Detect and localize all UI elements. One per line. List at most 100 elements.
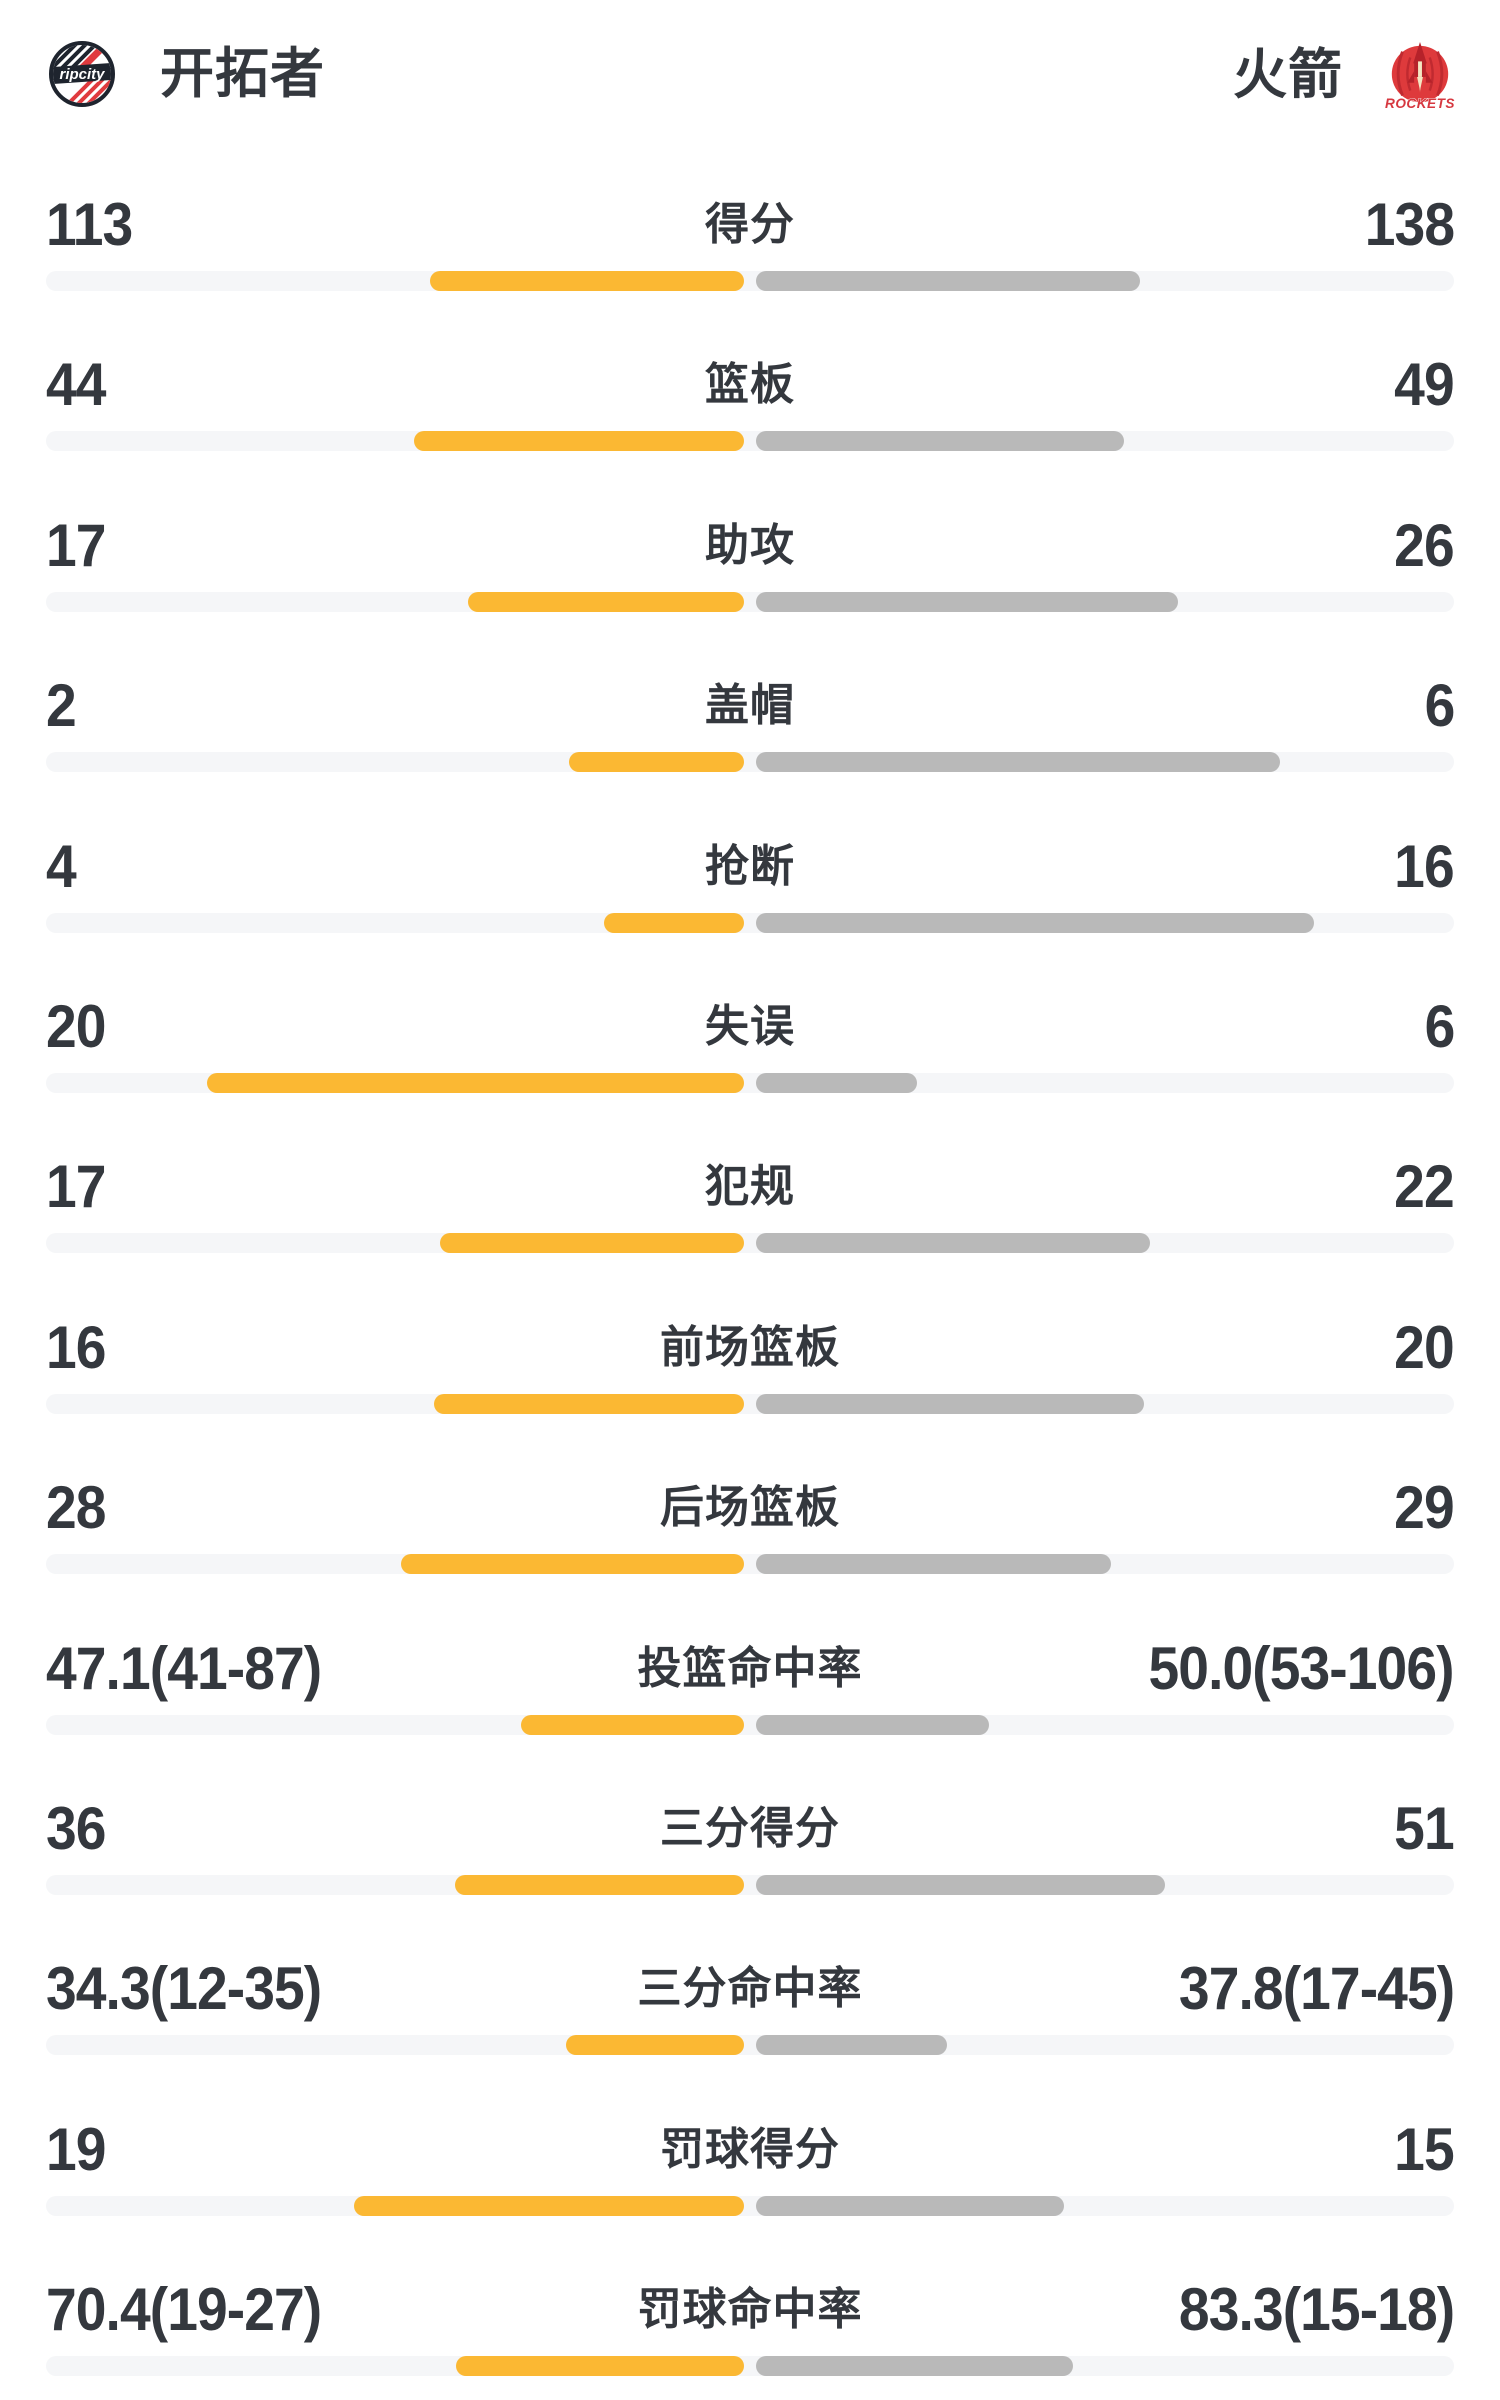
stat-bar-track	[46, 1554, 1454, 1575]
stat-row: 4 抢断 16	[46, 792, 1455, 952]
stat-bar-track	[46, 2035, 1454, 2056]
stat-bar-track	[46, 2356, 1454, 2377]
away-stat-bar	[756, 2035, 947, 2056]
stat-bar-track	[46, 271, 1454, 291]
home-stat-bar	[455, 1874, 744, 1895]
home-stat-value: 44	[46, 351, 106, 419]
stat-label: 盖帽	[705, 681, 795, 731]
stat-row: 20 失误 6	[46, 952, 1455, 1112]
away-stat-bar	[756, 1874, 1165, 1895]
away-stat-value: 26	[1394, 511, 1454, 579]
stat-bar-track	[46, 431, 1454, 452]
stat-row: 34.3(12-35) 三分命中率 37.8(17-45)	[46, 1914, 1455, 2074]
stat-bar-track	[46, 591, 1454, 612]
stat-values-line: 28 后场篮板 29	[46, 1478, 1455, 1538]
stat-bar-track	[46, 1874, 1454, 1895]
blazers-badge-art: ripcity	[53, 45, 111, 103]
away-stat-bar	[756, 431, 1124, 452]
away-stat-bar	[756, 912, 1314, 933]
stat-bar-track	[46, 2195, 1454, 2216]
stat-bar-track	[46, 1393, 1454, 1414]
away-team-header[interactable]: 火箭 ROCKETS	[1233, 36, 1455, 114]
home-team-name[interactable]: 开拓者	[160, 44, 325, 104]
home-stat-bar	[468, 591, 744, 612]
home-stat-value: 20	[46, 992, 106, 1060]
stat-values-line: 70.4(19-27) 罚球命中率 83.3(15-18)	[46, 2276, 1455, 2344]
stat-bar-track	[46, 1072, 1454, 1093]
home-stat-bar	[456, 2356, 744, 2377]
stat-values-line: 2 盖帽 6	[46, 672, 1455, 740]
stat-label: 后场篮板	[660, 1483, 840, 1533]
away-stat-value: 16	[1394, 832, 1454, 900]
stat-row: 113 得分 138	[46, 150, 1455, 310]
home-stat-bar	[414, 431, 744, 452]
home-stat-value: 16	[46, 1313, 106, 1381]
away-stat-value: 37.8(17-45)	[1178, 1955, 1455, 2023]
home-stat-value: 34.3(12-35)	[46, 1955, 322, 2023]
home-stat-value: 19	[46, 2115, 106, 2183]
home-stat-value: 17	[46, 1153, 106, 1221]
stat-row: 70.4(19-27) 罚球命中率 83.3(15-18)	[46, 2235, 1455, 2395]
away-stat-value: 22	[1394, 1153, 1454, 1221]
stat-row: 44 篮板 49	[46, 310, 1455, 470]
away-stat-value: 6	[1424, 672, 1455, 740]
trail-blazers-logo[interactable]: ripcity	[46, 37, 118, 111]
stats-list: 113 得分 138 44 篮板 49 17 助攻 26 2 盖帽 6 4 抢断 16 20 失误 6 17 犯规 22…	[0, 150, 1500, 2395]
home-stat-bar	[604, 912, 744, 933]
stat-values-line: 17 犯规 22	[46, 1153, 1455, 1221]
away-stat-value: 138	[1364, 191, 1455, 258]
away-stat-bar	[756, 1714, 989, 1735]
stat-label: 抢断	[705, 841, 795, 891]
home-stat-value: 2	[46, 672, 77, 740]
stat-values-line: 19 罚球得分 15	[46, 2115, 1455, 2183]
away-stat-bar	[756, 1393, 1144, 1414]
away-stat-bar	[756, 1072, 917, 1093]
away-stat-bar	[756, 2356, 1073, 2377]
stat-label: 犯规	[705, 1162, 795, 1212]
home-stat-bar	[566, 2035, 744, 2056]
home-stat-bar	[401, 1554, 744, 1575]
stat-label: 篮板	[705, 360, 795, 410]
stat-row: 17 助攻 26	[46, 471, 1455, 631]
stat-values-line: 4 抢断 16	[46, 832, 1455, 900]
home-stat-bar	[569, 752, 744, 773]
stat-label: 失误	[705, 1001, 795, 1051]
away-stat-bar	[756, 2195, 1064, 2216]
home-stat-value: 36	[46, 1794, 106, 1862]
home-stat-value: 70.4(19-27)	[46, 2276, 322, 2344]
away-stat-value: 20	[1394, 1313, 1454, 1381]
stat-label: 投篮命中率	[637, 1643, 863, 1693]
stat-bar-track	[46, 752, 1454, 773]
stat-values-line: 20 失误 6	[46, 992, 1455, 1060]
rockets-badge-text: ROCKETS	[1385, 96, 1455, 111]
away-stat-bar	[756, 1233, 1150, 1254]
home-stat-bar	[440, 1233, 744, 1254]
stat-bar-track	[46, 1233, 1454, 1254]
blazers-badge-text: ripcity	[59, 66, 105, 83]
home-stat-value: 17	[46, 511, 106, 579]
stat-label: 前场篮板	[660, 1322, 840, 1372]
home-stat-bar	[207, 1072, 744, 1093]
home-stat-bar	[430, 271, 744, 291]
away-stat-value: 83.3(15-18)	[1178, 2276, 1455, 2344]
stat-bar-track	[46, 912, 1454, 933]
stat-row: 2 盖帽 6	[46, 631, 1455, 791]
stat-label: 助攻	[705, 520, 795, 570]
rockets-logo[interactable]: ROCKETS	[1385, 36, 1455, 114]
stat-values-line: 16 前场篮板 20	[46, 1313, 1455, 1381]
home-team-header[interactable]: ripcity 开拓者	[46, 36, 325, 112]
stat-values-line: 34.3(12-35) 三分命中率 37.8(17-45)	[46, 1955, 1455, 2023]
home-stat-value: 4	[46, 832, 77, 900]
stat-label: 三分命中率	[637, 1964, 863, 2014]
away-stat-value: 6	[1424, 992, 1455, 1060]
away-stat-bar	[756, 752, 1280, 773]
stat-row: 16 前场篮板 20	[46, 1273, 1455, 1433]
away-stat-value: 51	[1394, 1794, 1454, 1862]
away-team-name[interactable]: 火箭	[1233, 45, 1343, 105]
stat-label: 罚球命中率	[637, 2285, 863, 2335]
stat-values-line: 17 助攻 26	[46, 511, 1455, 579]
stat-row: 36 三分得分 51	[46, 1754, 1455, 1914]
stat-label: 得分	[705, 200, 795, 249]
home-stat-value: 113	[46, 191, 133, 258]
